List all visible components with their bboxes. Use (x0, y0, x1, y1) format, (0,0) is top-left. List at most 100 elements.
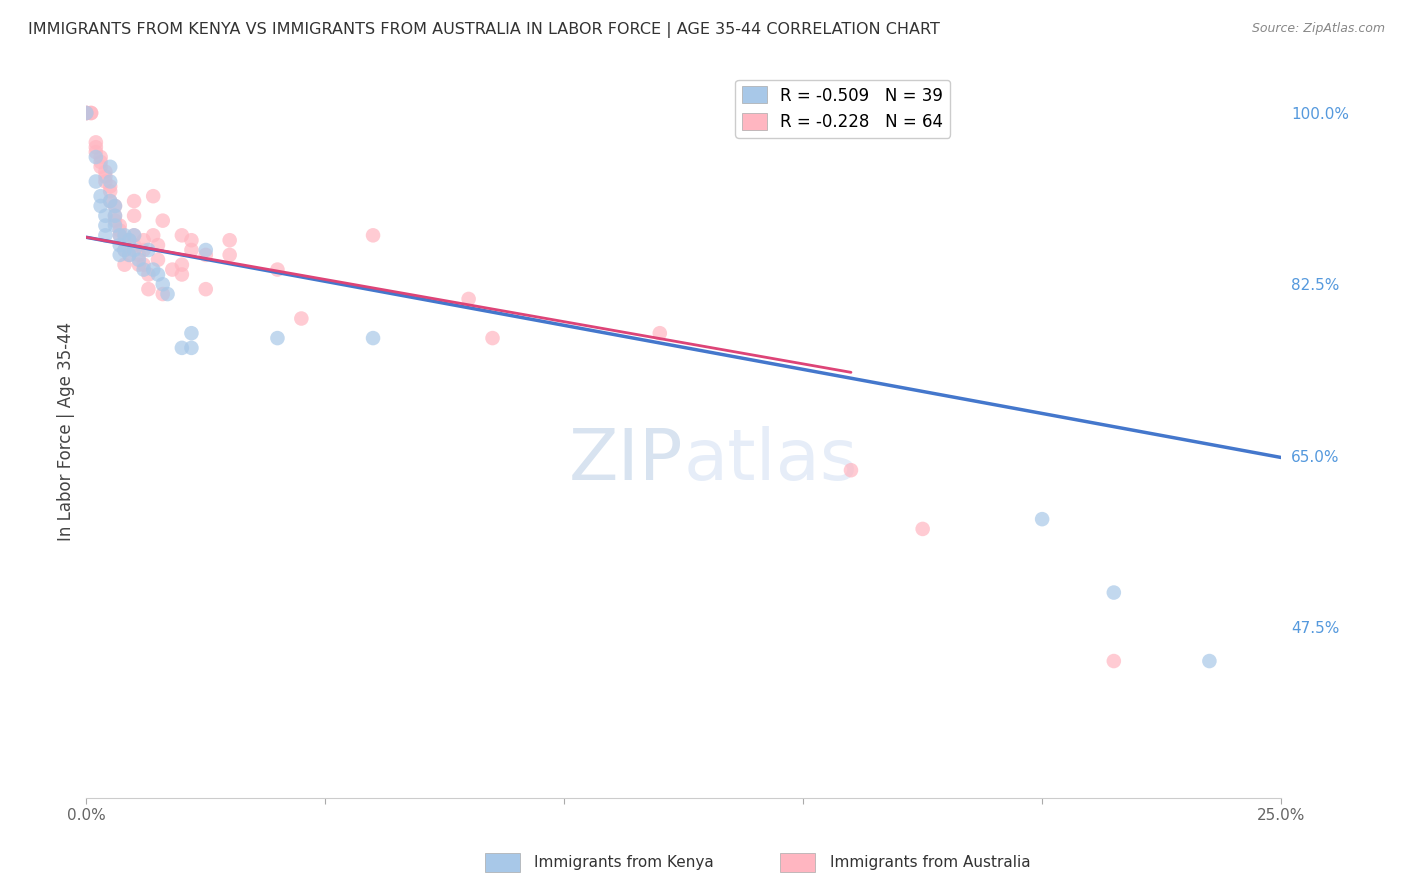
Point (104, 209, 127, 223)
Point (142, 262, 165, 277)
Point (156, 287, 179, 301)
Point (75, 106, 97, 120)
Point (104, 199, 127, 213)
Point (98, 184, 121, 198)
Point (94, 174, 117, 188)
Point (128, 248, 150, 262)
Point (108, 219, 131, 233)
Point (1031, 512, 1053, 526)
Point (90, 189, 112, 203)
Point (481, 331, 503, 345)
Point (118, 248, 141, 262)
Point (90, 199, 112, 213)
Point (152, 213, 174, 227)
Point (170, 268, 193, 282)
Point (162, 262, 184, 277)
Point (114, 233, 136, 247)
Point (152, 287, 174, 301)
Point (114, 243, 136, 257)
Point (180, 233, 202, 247)
Point (94, 228, 117, 243)
Point (218, 248, 240, 262)
Point (194, 282, 217, 296)
Text: Immigrants from Australia: Immigrants from Australia (830, 855, 1031, 870)
Point (104, 213, 127, 227)
Point (122, 228, 145, 243)
Point (361, 228, 384, 243)
Point (90, 160, 112, 174)
Point (104, 199, 127, 213)
Point (118, 233, 141, 247)
Point (1102, 654, 1125, 668)
Text: ZIP: ZIP (569, 425, 683, 495)
Point (84, 136, 107, 150)
Text: IMMIGRANTS FROM KENYA VS IMMIGRANTS FROM AUSTRALIA IN LABOR FORCE | AGE 35-44 CO: IMMIGRANTS FROM KENYA VS IMMIGRANTS FROM… (28, 22, 941, 38)
Point (266, 262, 288, 277)
Point (146, 238, 169, 252)
Point (138, 243, 160, 257)
Point (218, 233, 240, 247)
Point (98, 179, 121, 194)
Point (94, 165, 117, 179)
Point (457, 292, 479, 306)
Point (138, 268, 160, 282)
Point (146, 252, 169, 267)
Point (180, 341, 202, 355)
Point (104, 219, 127, 233)
Point (84, 174, 107, 188)
Point (132, 258, 155, 272)
Point (911, 522, 934, 536)
Point (80, 106, 103, 120)
Point (94, 219, 117, 233)
Point (128, 258, 150, 272)
Point (122, 228, 145, 243)
Point (290, 311, 312, 326)
Text: atlas: atlas (683, 425, 858, 495)
Point (146, 268, 169, 282)
Point (122, 194, 145, 208)
Point (132, 233, 155, 247)
Point (170, 258, 193, 272)
Point (266, 331, 288, 345)
Text: Source: ZipAtlas.com: Source: ZipAtlas.com (1251, 22, 1385, 36)
Point (114, 258, 136, 272)
Point (128, 252, 150, 267)
Point (98, 174, 121, 188)
Point (84, 150, 107, 164)
Point (114, 228, 136, 243)
Point (104, 209, 127, 223)
Point (170, 341, 193, 355)
Point (122, 243, 145, 257)
Legend: R = -0.509   N = 39, R = -0.228   N = 64: R = -0.509 N = 39, R = -0.228 N = 64 (735, 79, 950, 137)
Point (361, 331, 384, 345)
Point (118, 233, 141, 247)
Point (108, 228, 131, 243)
Text: Immigrants from Kenya: Immigrants from Kenya (534, 855, 714, 870)
Point (180, 243, 202, 257)
Point (180, 326, 202, 341)
Point (108, 223, 131, 237)
Y-axis label: In Labor Force | Age 35-44: In Labor Force | Age 35-44 (58, 321, 75, 541)
Point (98, 194, 121, 208)
Point (108, 228, 131, 243)
Point (122, 238, 145, 252)
Point (194, 248, 217, 262)
Point (648, 326, 671, 341)
Point (142, 189, 165, 203)
Point (90, 155, 112, 169)
Point (138, 282, 160, 296)
Point (839, 463, 862, 477)
Point (75, 106, 97, 120)
Point (98, 194, 121, 208)
Point (118, 248, 141, 262)
Point (94, 209, 117, 223)
Point (1198, 654, 1220, 668)
Point (194, 243, 217, 257)
Point (108, 238, 131, 252)
Point (80, 106, 103, 120)
Point (132, 243, 155, 257)
Point (84, 145, 107, 160)
Point (75, 106, 97, 120)
Point (90, 150, 112, 164)
Point (84, 140, 107, 154)
